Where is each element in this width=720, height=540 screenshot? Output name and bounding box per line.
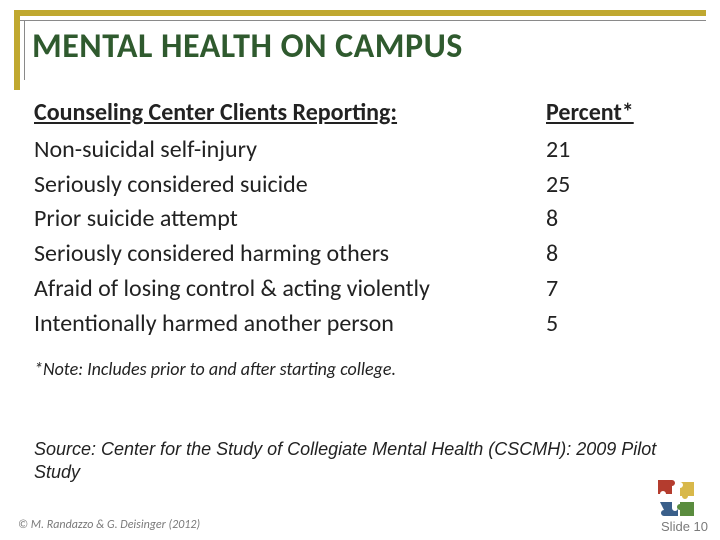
footer-copyright: © M. Randazzo & G. Deisinger (2012) [18, 518, 200, 532]
table-row: Prior suicide attempt 8 [34, 202, 686, 237]
source-citation: Source: Center for the Study of Collegia… [34, 438, 686, 485]
table-header-label: Counseling Center Clients Reporting: [34, 96, 506, 131]
content-area: Counseling Center Clients Reporting: Per… [34, 96, 686, 380]
slide-title: MENTAL HEALTH ON CAMPUS [32, 26, 463, 67]
table-header-value: Percent* [506, 96, 686, 131]
row-label: Seriously considered harming others [34, 237, 458, 272]
row-value: 8 [458, 202, 686, 237]
row-value: 25 [506, 168, 686, 203]
row-label: Seriously considered suicide [34, 168, 506, 203]
table-header-row: Counseling Center Clients Reporting: Per… [34, 96, 686, 131]
puzzle-pieces-icon [656, 478, 698, 520]
footer-slide-number: Slide 10 [661, 519, 708, 534]
row-label: Prior suicide attempt [34, 202, 458, 237]
table-row: Intentionally harmed another person 5 [34, 307, 686, 342]
left-divider-line [24, 20, 25, 80]
row-label: Non-suicidal self-injury [34, 133, 506, 168]
row-value: 5 [484, 307, 686, 342]
table-row: Afraid of losing control & acting violen… [34, 272, 686, 307]
table-row: Non-suicidal self-injury 21 [34, 133, 686, 168]
top-accent-bar [14, 10, 706, 16]
row-value: 21 [506, 133, 686, 168]
row-label: Intentionally harmed another person [34, 307, 484, 342]
slide: MENTAL HEALTH ON CAMPUS Counseling Cente… [0, 0, 720, 540]
row-value: 7 [484, 272, 686, 307]
left-accent-bar [14, 10, 20, 90]
row-label: Afraid of losing control & acting violen… [34, 272, 484, 307]
top-divider-line [14, 20, 706, 21]
table-row: Seriously considered suicide 25 [34, 168, 686, 203]
row-value: 8 [458, 237, 686, 272]
table-row: Seriously considered harming others 8 [34, 237, 686, 272]
footnote: *Note: Includes prior to and after start… [34, 358, 686, 380]
